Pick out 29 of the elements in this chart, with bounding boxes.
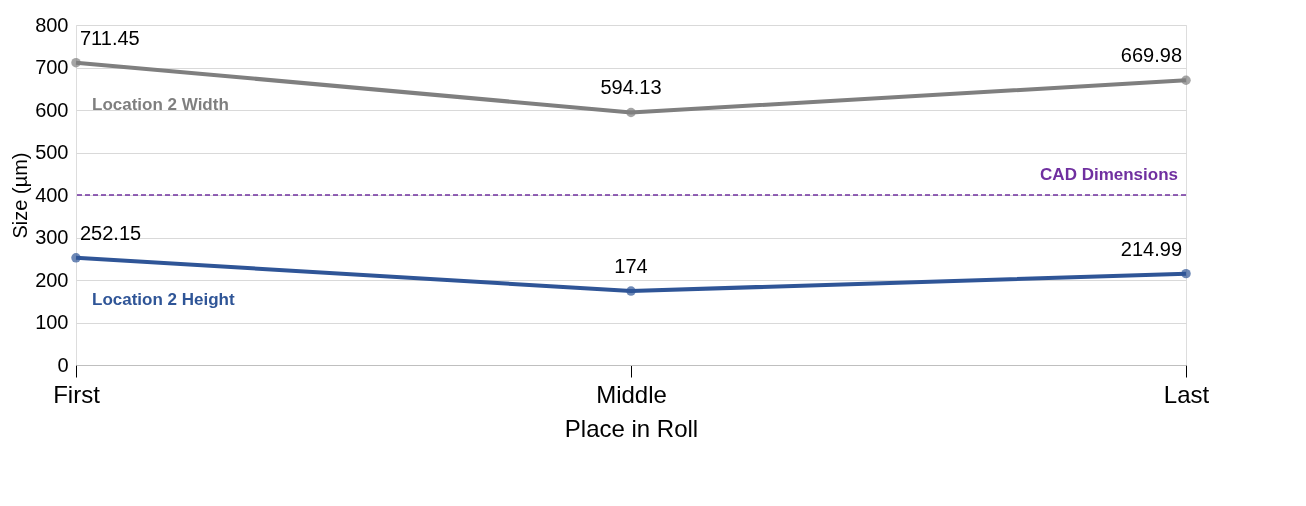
point xyxy=(1181,268,1191,279)
data-label: 252.15 xyxy=(80,221,142,244)
x-tick-label: Middle xyxy=(596,380,667,408)
data-label: 594.13 xyxy=(600,76,662,99)
data-label: 214.99 xyxy=(1120,237,1182,260)
point xyxy=(71,253,81,263)
series-label: Location 2 Width xyxy=(92,94,229,114)
series-label: Location 2 Height xyxy=(92,289,235,309)
y-tick-label: 300 xyxy=(35,226,69,248)
x-axis-title: Place in Roll xyxy=(564,414,699,442)
y-tick-label: 400 xyxy=(35,183,69,206)
y-tick-label: 500 xyxy=(35,141,69,163)
data-label: 711.45 xyxy=(80,26,140,49)
y-tick-label: 100 xyxy=(35,311,69,333)
y-tick-label: 200 xyxy=(35,268,69,291)
point xyxy=(71,57,81,68)
point xyxy=(626,286,636,296)
y-tick-label: 600 xyxy=(35,98,69,121)
y-tick-label: 700 xyxy=(35,56,69,78)
point xyxy=(1181,75,1191,85)
point xyxy=(626,107,636,118)
x-tick-label: First xyxy=(53,380,101,408)
y-tick-label: 800 xyxy=(35,13,69,36)
data-label: 174 xyxy=(614,255,648,278)
x-tick-label: Last xyxy=(1163,380,1210,408)
y-axis-title: Size (µm) xyxy=(9,152,32,239)
ref-line-label: CAD Dimensions xyxy=(1040,165,1178,184)
y-tick-label: 0 xyxy=(57,353,69,376)
data-label: 669.98 xyxy=(1120,44,1182,67)
